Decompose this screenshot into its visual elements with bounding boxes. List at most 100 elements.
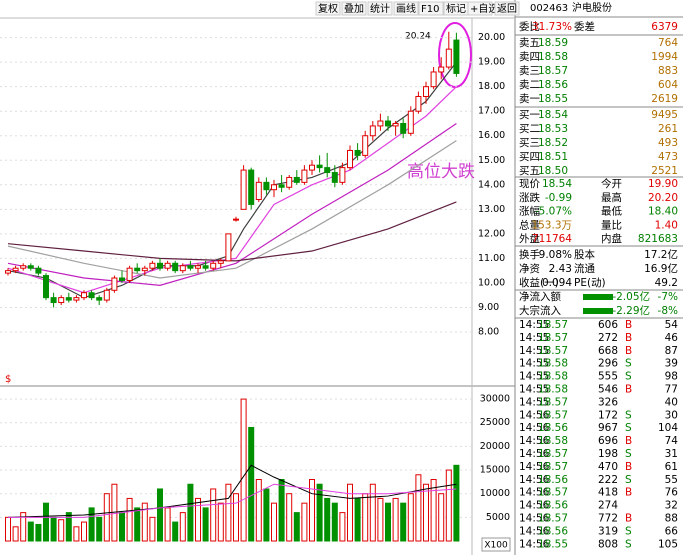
quote-text: 买二 [519, 123, 540, 135]
quote-text: 18.58 [538, 435, 568, 447]
toolbar-label[interactable]: 统计 [370, 2, 390, 15]
toolbar-label[interactable]: +自选 [470, 2, 498, 15]
quote-text: 委比 [519, 20, 540, 33]
quote-text: 卖三 [519, 65, 540, 77]
quote-text: 14:56 [519, 538, 550, 550]
toolbar-label[interactable]: F10 [421, 4, 439, 15]
quote-text: 473 [658, 151, 678, 163]
quote-text: 546 [598, 384, 618, 396]
volume-bar [119, 512, 125, 542]
candle-body [438, 66, 445, 73]
candle-body [103, 289, 110, 301]
quote-text: 卖二 [519, 79, 540, 91]
quote-text: 18.57 [538, 332, 568, 344]
quote-text: 9495 [651, 109, 678, 121]
toolbar-button[interactable] [418, 1, 444, 16]
volume-bar [96, 516, 103, 542]
volume-bar [271, 502, 277, 542]
quote-text: 14:55 [519, 345, 549, 357]
y-tick-label: 19.00 [478, 57, 505, 68]
quote-text: 54 [665, 319, 679, 331]
quote-text: 18.58 [538, 51, 568, 63]
y-tick-label: 11.00 [478, 253, 505, 264]
volume-bar [385, 502, 391, 542]
y-tick-label: 18.00 [478, 81, 505, 92]
quote-text: 1.40 [655, 219, 678, 231]
quote-text: 32 [665, 500, 678, 512]
quote-text: 18.56 [538, 500, 568, 512]
quote-text: B [625, 435, 632, 447]
quote-text: 14:56 [519, 474, 550, 486]
quote-text: 20.20 [648, 192, 678, 204]
flow-bar [583, 308, 613, 314]
quote-text: 16.9亿 [644, 262, 678, 275]
quote-text: 18.40 [648, 206, 678, 218]
toolbar-label[interactable]: 标记 [446, 3, 466, 15]
candle-body [134, 267, 141, 272]
candle-body [81, 292, 87, 299]
toolbar-button[interactable] [393, 1, 419, 16]
quote-text: 股本 [574, 248, 595, 261]
candle-body [126, 267, 133, 281]
y-tick-label: 14.00 [478, 179, 505, 190]
quote-text: 98 [665, 371, 678, 383]
quote-text: 最低 [601, 205, 622, 218]
quote-text: 14:56 [519, 448, 550, 460]
volume-bar [157, 488, 163, 542]
toolbar-button[interactable] [467, 1, 493, 16]
volume-bar [187, 483, 194, 542]
quote-text: 18.56 [538, 422, 568, 434]
quote-text: 14:56 [519, 435, 550, 447]
volume-bar [255, 479, 262, 542]
volume-bar [35, 523, 42, 542]
annotation: 高位大跌 [407, 162, 475, 182]
quote-text: 883 [658, 65, 678, 77]
volume-bar [179, 512, 186, 542]
y-tick-label: 20.00 [478, 32, 505, 43]
quote-text: 14:56 [519, 487, 550, 499]
quote-text: B [625, 319, 632, 331]
quote-text: PE(动) [574, 277, 606, 289]
y-tick-label: 15.00 [478, 155, 505, 166]
quote-text: 764 [658, 37, 678, 49]
quote-text: 18.52 [538, 137, 568, 149]
toolbar-label[interactable]: 叠加 [344, 3, 364, 15]
volume-bar [248, 426, 255, 542]
volume-bar [103, 493, 110, 542]
ma-line [7, 201, 457, 262]
volume-bar [27, 521, 34, 542]
candle-body [225, 233, 232, 262]
quote-text: 14:56 [519, 409, 550, 421]
quote-text: 821683 [638, 233, 678, 245]
quote-text: 555 [598, 371, 618, 383]
y-tick-label: 5000 [486, 512, 510, 523]
toolbar-button[interactable] [494, 1, 520, 16]
stock-code: 002463 [530, 3, 568, 14]
quote-text: 总量 [519, 218, 540, 231]
quote-text: 18.51 [538, 151, 568, 163]
toolbar-button[interactable] [341, 1, 367, 16]
candle-body [293, 176, 300, 183]
y-tick-label: 12.00 [478, 228, 505, 239]
quote-text: 18.54 [538, 109, 568, 121]
quote-text: 6379 [651, 21, 678, 33]
ma-line [7, 140, 457, 279]
volume-bar [240, 398, 247, 542]
toolbar-label[interactable]: 复权 [318, 2, 338, 15]
volume-bar [453, 464, 460, 542]
quote-text: S [625, 422, 632, 434]
toolbar-button[interactable] [315, 1, 341, 16]
quote-text: 153.3万 [531, 219, 572, 231]
toolbar-label[interactable]: 返回 [497, 3, 517, 15]
toolbar-button[interactable] [367, 1, 393, 16]
y-tick-label: 8.00 [478, 326, 499, 337]
quote-text: 买三 [519, 137, 540, 149]
candle-body [187, 265, 194, 269]
candle-body [35, 267, 42, 274]
quote-text: 18.57 [538, 513, 568, 525]
candle-body [362, 135, 369, 156]
toolbar-label[interactable]: 画线 [396, 2, 416, 15]
quote-text: S [625, 358, 632, 370]
volume-bar [12, 526, 19, 542]
